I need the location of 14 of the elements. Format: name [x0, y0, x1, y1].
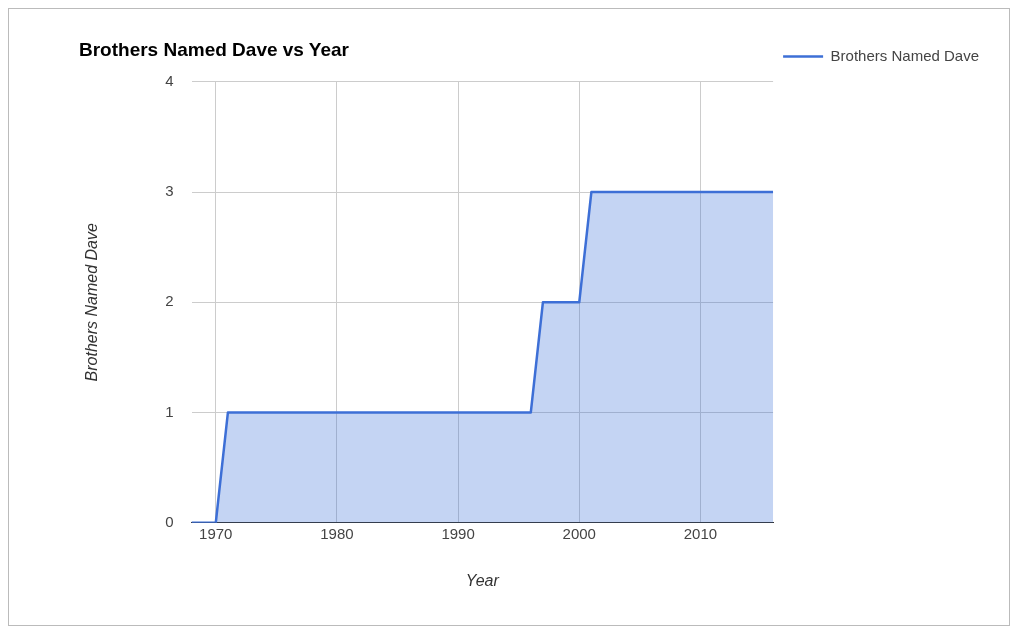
legend-label: Brothers Named Dave [830, 46, 980, 64]
x-tick-label: 1990 [441, 524, 475, 542]
chart-title: Brothers Named Dave vs Year [79, 38, 350, 60]
y-axis-title: Brothers Named Dave [83, 223, 101, 382]
y-tick-label: 0 [165, 512, 174, 530]
x-tick-label: 2000 [562, 524, 596, 542]
x-tick-label: 2010 [683, 524, 718, 542]
x-tick-label: 1980 [320, 524, 354, 542]
x-tick-label: 1970 [199, 524, 233, 542]
y-tick-label: 4 [165, 71, 174, 89]
y-tick-label: 1 [165, 402, 174, 420]
y-tick-label: 3 [165, 182, 174, 200]
x-axis-title: Year [465, 571, 500, 589]
y-tick-label: 2 [165, 292, 174, 310]
